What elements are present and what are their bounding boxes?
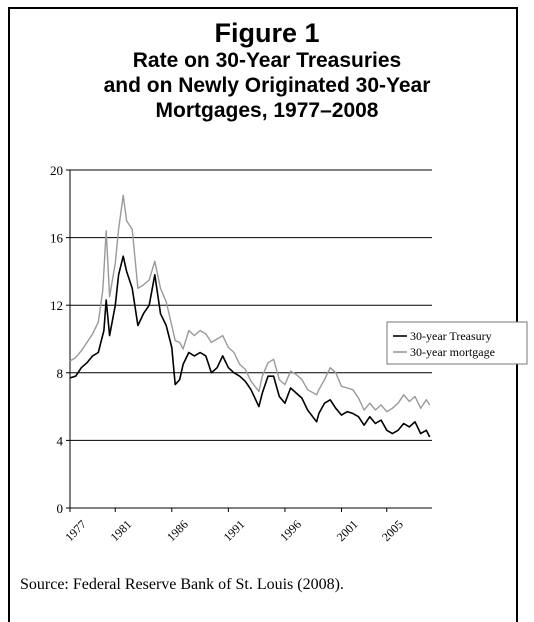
- y-tick-label: 8: [57, 366, 64, 381]
- figure-frame: [8, 7, 518, 622]
- x-tick-label: 2001: [334, 517, 361, 544]
- treasury-series-line: [69, 255, 431, 438]
- y-tick-label: 4: [57, 433, 64, 448]
- source-note: Source: Federal Reserve Bank of St. Loui…: [20, 576, 344, 593]
- y-tick-label: 0: [57, 501, 64, 516]
- figure-titles: Figure 1 Rate on 30-Year Treasuries and …: [0, 18, 534, 123]
- x-tick-label: 1977: [62, 517, 89, 544]
- y-tick-label: 12: [50, 298, 63, 313]
- x-tick-label: 1991: [221, 517, 248, 544]
- x-tick-label: 1996: [277, 517, 304, 544]
- legend-label-mortgage: 30-year mortgage: [410, 345, 495, 359]
- chart-title-line-3: Mortgages, 1977–2008: [155, 99, 379, 122]
- chart-title-line-2: and on Newly Originated 30-Year: [103, 74, 431, 97]
- x-tick-label: 1981: [107, 517, 134, 544]
- figure-label: Figure 1: [214, 18, 320, 48]
- x-tick-label: 2005: [379, 517, 406, 544]
- legend-label-treasury: 30-year Treasury: [410, 329, 492, 343]
- legend-box: [386, 321, 528, 365]
- y-tick-label: 20: [50, 163, 63, 178]
- x-tick-label: 1986: [164, 517, 191, 544]
- mortgage-series-line: [69, 194, 431, 413]
- y-tick-label: 16: [50, 231, 64, 246]
- chart-title-line-1: Rate on 30-Year Treasuries: [132, 49, 402, 72]
